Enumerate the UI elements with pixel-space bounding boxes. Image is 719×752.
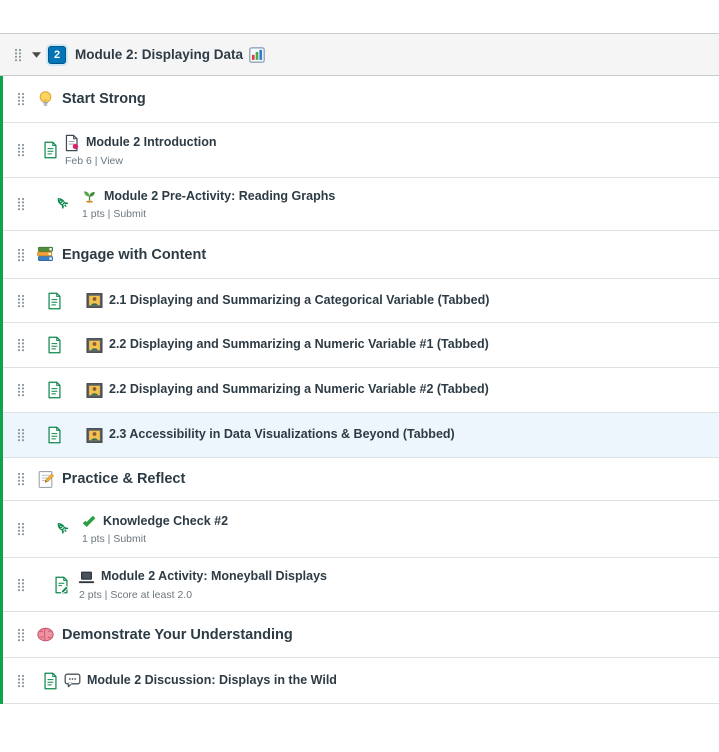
check-mark-icon <box>81 514 97 530</box>
drag-handle-icon[interactable] <box>8 143 34 157</box>
item-link[interactable]: 2.2 Displaying and Summarizing a Numeric… <box>86 382 489 399</box>
section-title: Practice & Reflect <box>62 471 186 487</box>
module-card: 2 Module 2: Displaying Data Start Strong… <box>0 33 719 704</box>
item-title-text: Knowledge Check #2 <box>103 513 229 528</box>
item-title-text: 2.1 Displaying and Summarizing a Categor… <box>109 292 490 307</box>
module-item-row: Knowledge Check #2 1 pts | Submit <box>3 501 719 558</box>
module-item-row: 2.1 Displaying and Summarizing a Categor… <box>3 279 719 323</box>
item-title-text: Module 2 Pre-Activity: Reading Graphs <box>104 188 336 203</box>
section-header-row: Engage with Content <box>3 231 719 279</box>
bar-chart-emoji <box>249 47 265 63</box>
drag-handle-icon[interactable] <box>8 383 34 397</box>
rocket-quiz-icon <box>54 195 72 213</box>
framed-picture-icon <box>86 292 103 309</box>
drag-handle-icon[interactable] <box>8 522 34 536</box>
item-meta: 2 pts | Score at least 2.0 <box>79 588 193 601</box>
item-link[interactable]: Module 2 Discussion: Displays in the Wil… <box>64 672 337 689</box>
assignment-icon <box>54 576 69 594</box>
lightbulb-icon <box>36 90 55 109</box>
framed-picture-icon <box>86 427 103 444</box>
module-item-row: 2.2 Displaying and Summarizing a Numeric… <box>3 368 719 413</box>
document-with-pink-mark-icon <box>64 134 80 152</box>
framed-picture-icon <box>86 337 103 354</box>
module-item-row: Module 2 Discussion: Displays in the Wil… <box>3 658 719 704</box>
memo-icon <box>36 470 55 489</box>
page-icon <box>43 141 58 159</box>
item-title-text: Module 2 Activity: Moneyball Displays <box>101 569 327 584</box>
laptop-icon <box>78 569 95 586</box>
item-title-text: 2.3 Accessibility in Data Visualizations… <box>109 427 455 442</box>
module-item-row: Module 2 Activity: Moneyball Displays 2 … <box>3 558 719 612</box>
section-title: Engage with Content <box>62 246 207 263</box>
page-icon <box>47 336 62 354</box>
drag-handle-icon[interactable] <box>8 92 34 106</box>
module-position-badge: 2 <box>48 45 66 64</box>
framed-picture-icon <box>86 382 103 399</box>
drag-handle-icon[interactable] <box>8 294 34 308</box>
rocket-quiz-icon <box>54 520 72 538</box>
module-title-text: Module 2: Displaying Data <box>75 47 244 62</box>
brain-icon <box>36 625 55 644</box>
caret-down-icon <box>32 52 41 58</box>
item-link[interactable]: Module 2 Introduction <box>64 134 217 152</box>
drag-handle-icon[interactable] <box>8 628 34 642</box>
collapse-module-button[interactable] <box>32 52 41 58</box>
section-title: Demonstrate Your Understanding <box>62 626 293 643</box>
item-meta: 1 pts | Submit <box>82 208 147 220</box>
drag-handle-icon[interactable] <box>8 578 34 592</box>
module-title: Module 2: Displaying Data <box>75 47 265 63</box>
module-item-row: Module 2 Introduction Feb 6 | View <box>3 123 719 178</box>
page-icon <box>47 381 62 399</box>
drag-handle-icon[interactable] <box>5 48 31 62</box>
drag-handle-icon[interactable] <box>8 674 34 688</box>
item-link[interactable]: 2.1 Displaying and Summarizing a Categor… <box>86 292 489 309</box>
item-title-text: 2.2 Displaying and Summarizing a Numeric… <box>109 382 489 397</box>
module-item-row: Module 2 Pre-Activity: Reading Graphs 1 … <box>3 178 719 231</box>
section-header-row: Practice & Reflect <box>3 458 719 501</box>
section-header-row: Demonstrate Your Understanding <box>3 612 719 658</box>
seedling-icon <box>81 188 98 205</box>
page-icon <box>43 672 58 690</box>
module-header: 2 Module 2: Displaying Data <box>0 34 719 76</box>
item-title-text: 2.2 Displaying and Summarizing a Numeric… <box>109 337 489 352</box>
drag-handle-icon[interactable] <box>8 338 34 352</box>
section-title: Start Strong <box>62 91 146 107</box>
item-link[interactable]: Module 2 Pre-Activity: Reading Graphs <box>81 188 335 205</box>
module-item-row: 2.2 Displaying and Summarizing a Numeric… <box>3 323 719 368</box>
section-header-row: Start Strong <box>3 76 719 123</box>
drag-handle-icon[interactable] <box>8 197 34 211</box>
item-link[interactable]: 2.2 Displaying and Summarizing a Numeric… <box>86 337 489 354</box>
books-icon <box>36 245 55 264</box>
module-items-list: Start Strong Module 2 Introduction Feb 6… <box>0 76 719 704</box>
item-title-text: Module 2 Introduction <box>86 134 217 149</box>
item-title-text: Module 2 Discussion: Displays in the Wil… <box>87 672 337 687</box>
drag-handle-icon[interactable] <box>8 248 34 262</box>
item-meta: 1 pts | Submit <box>82 532 147 545</box>
page-icon <box>47 292 62 310</box>
module-item-row-selected: 2.3 Accessibility in Data Visualizations… <box>3 413 719 458</box>
drag-handle-icon[interactable] <box>8 472 34 486</box>
item-link[interactable]: Module 2 Activity: Moneyball Displays <box>78 569 327 586</box>
item-link[interactable]: 2.3 Accessibility in Data Visualizations… <box>86 427 455 444</box>
drag-handle-icon[interactable] <box>8 428 34 442</box>
item-meta: Feb 6 | View <box>65 154 123 167</box>
page-icon <box>47 426 62 444</box>
speech-balloon-icon <box>64 672 81 689</box>
item-link[interactable]: Knowledge Check #2 <box>81 514 228 530</box>
